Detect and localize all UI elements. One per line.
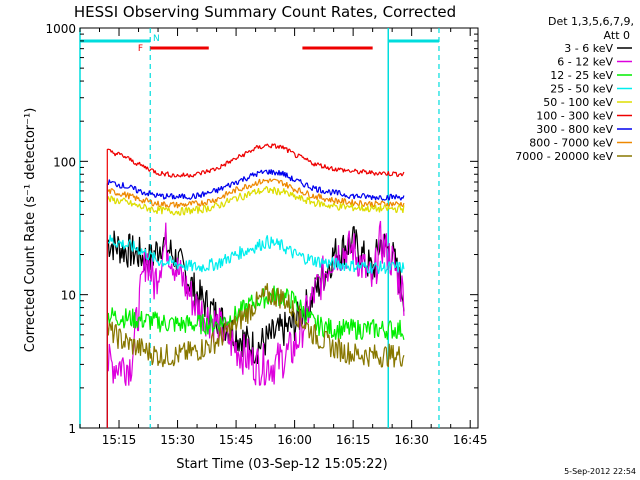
f-flag-label: F xyxy=(138,44,143,54)
y-axis-label: Corrected Count Rate (s⁻¹ detector⁻¹) xyxy=(23,108,38,353)
chart-title: HESSI Observing Summary Count Rates, Cor… xyxy=(74,3,456,21)
legend-label-1: 6 - 12 keV xyxy=(557,56,613,69)
x-tick-label-2: 15:45 xyxy=(219,433,254,447)
timestamp: 5-Sep-2012 22:54 xyxy=(564,467,636,476)
legend-label-2: 12 - 25 keV xyxy=(550,69,613,82)
series-line-4 xyxy=(106,185,405,428)
series-line-6 xyxy=(106,169,405,428)
legend-header-line-1: Det 1,3,5,6,7,9, xyxy=(548,15,634,28)
series-line-7 xyxy=(106,178,405,428)
legend-label-3: 25 - 50 keV xyxy=(550,83,613,96)
series-line-8 xyxy=(106,283,405,428)
x-tick-label-1: 15:30 xyxy=(160,433,195,447)
series-line-0 xyxy=(106,225,405,428)
legend-label-4: 50 - 100 keV xyxy=(543,96,613,109)
legend-label-7: 800 - 7000 keV xyxy=(529,137,613,150)
y-tick-label-1: 10 xyxy=(61,289,76,303)
legend-header-line-2: Att 0 xyxy=(604,29,630,42)
legend-label-6: 300 - 800 keV xyxy=(536,123,613,136)
y-tick-label-3: 1000 xyxy=(45,22,76,36)
legend-label-0: 3 - 6 keV xyxy=(564,42,613,55)
y-tick-label-2: 100 xyxy=(53,155,76,169)
y-tick-label-0: 1 xyxy=(68,422,76,436)
x-tick-label-3: 16:00 xyxy=(277,433,312,447)
x-tick-label-0: 15:15 xyxy=(102,433,137,447)
legend-label-8: 7000 - 20000 keV xyxy=(515,150,613,163)
x-axis-label: Start Time (03-Sep-12 15:05:22) xyxy=(176,457,387,472)
x-tick-label-4: 16:15 xyxy=(336,433,371,447)
n-flag-label: N xyxy=(153,34,160,44)
x-tick-label-6: 16:45 xyxy=(453,433,488,447)
x-tick-label-5: 16:30 xyxy=(394,433,429,447)
legend-label-5: 100 - 300 keV xyxy=(536,110,613,123)
series-line-5 xyxy=(106,143,405,428)
series-line-1 xyxy=(106,220,405,428)
series-line-3 xyxy=(106,234,405,428)
